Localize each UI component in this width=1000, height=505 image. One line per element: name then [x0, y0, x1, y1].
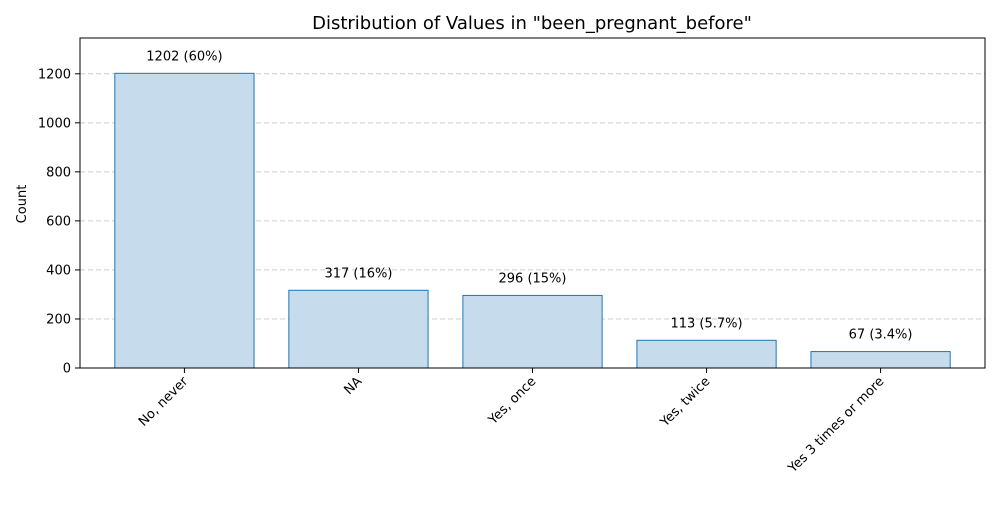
chart-title: Distribution of Values in "been_pregnant… — [312, 13, 752, 34]
bar-value-label: 67 (3.4%) — [849, 328, 913, 343]
x-tick-label: Yes, twice — [657, 374, 713, 430]
y-axis-label: Count — [15, 185, 30, 224]
x-axis-ticks: No, never NA Yes, once Yes, twice Yes 3 time… — [136, 368, 887, 477]
bar-value-label: 317 (16%) — [324, 266, 392, 281]
y-tick-label: 600 — [46, 214, 71, 229]
data-labels: 1202 (60%) 317 (16%) 296 (15%) 113 (5.7%) 67… — [146, 49, 912, 342]
y-tick-label: 200 — [46, 312, 71, 327]
bar — [114, 72, 255, 369]
y-tick-label: 0 — [63, 362, 71, 377]
y-tick-label: 1200 — [38, 67, 71, 82]
grid-lines — [80, 73, 985, 320]
bar-value-label: 296 (15%) — [499, 271, 567, 286]
x-tick-label: Yes, once — [485, 374, 539, 428]
y-tick-label: 400 — [46, 263, 71, 278]
y-axis-ticks: 0 200 400 600 800 1000 1200 — [38, 67, 80, 377]
y-tick-label: 800 — [46, 165, 71, 180]
bar-value-label: 113 (5.7%) — [670, 316, 742, 331]
bar — [462, 294, 603, 369]
x-tick-label: Yes 3 times or more — [785, 374, 887, 476]
bar-value-label: 1202 (60%) — [146, 49, 222, 64]
bar — [636, 339, 777, 369]
plot-frame — [79, 37, 986, 369]
x-tick-label: No, never — [136, 374, 192, 430]
y-tick-label: 1000 — [38, 116, 71, 131]
bars — [114, 72, 951, 369]
bar — [810, 351, 951, 369]
x-tick-label: NA — [342, 374, 366, 398]
bar — [288, 289, 429, 369]
